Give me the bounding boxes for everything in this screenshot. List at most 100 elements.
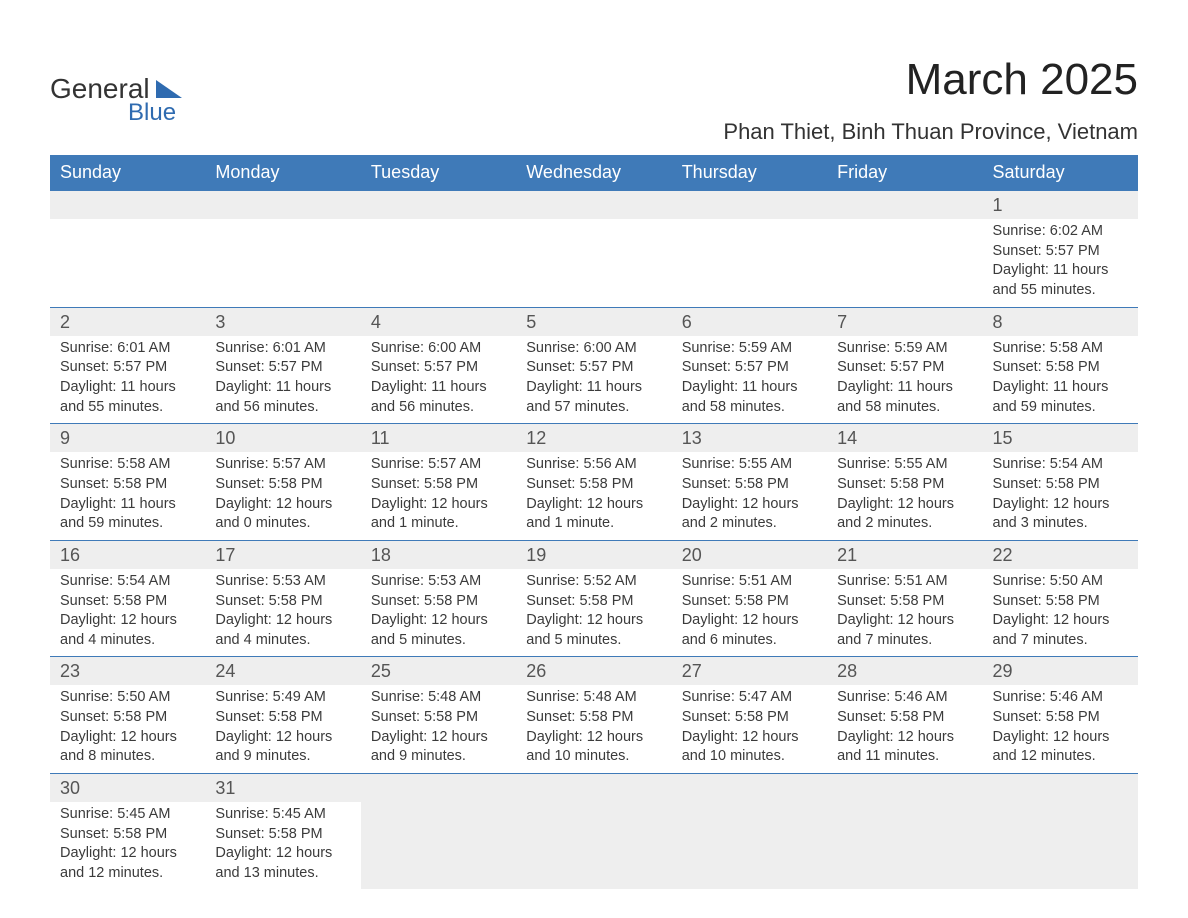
day-number: 28 xyxy=(827,657,982,686)
empty-day xyxy=(827,773,982,802)
sunset-text: Sunset: 5:57 PM xyxy=(993,242,1128,262)
sunset-text: Sunset: 5:57 PM xyxy=(215,358,350,378)
day-detail: Sunrise: 5:51 AMSunset: 5:58 PMDaylight:… xyxy=(827,569,982,657)
daylight-text: Daylight: 11 hours and 55 minutes. xyxy=(993,261,1128,300)
weekday-header: Wednesday xyxy=(516,155,671,191)
daylight-text: Daylight: 12 hours and 4 minutes. xyxy=(215,611,350,650)
sunset-text: Sunset: 5:58 PM xyxy=(371,475,506,495)
empty-day xyxy=(827,219,982,307)
location: Phan Thiet, Binh Thuan Province, Vietnam xyxy=(723,119,1138,145)
sunset-text: Sunset: 5:58 PM xyxy=(682,708,817,728)
sunrise-text: Sunrise: 5:46 AM xyxy=(993,688,1128,708)
sunrise-text: Sunrise: 5:46 AM xyxy=(837,688,972,708)
sunset-text: Sunset: 5:57 PM xyxy=(371,358,506,378)
day-number: 30 xyxy=(50,773,205,802)
sunset-text: Sunset: 5:57 PM xyxy=(682,358,817,378)
day-number: 15 xyxy=(983,424,1138,453)
daylight-text: Daylight: 11 hours and 55 minutes. xyxy=(60,378,195,417)
sunset-text: Sunset: 5:58 PM xyxy=(526,592,661,612)
sunset-text: Sunset: 5:58 PM xyxy=(60,825,195,845)
logo: General Blue xyxy=(50,55,182,127)
sunset-text: Sunset: 5:58 PM xyxy=(215,592,350,612)
daylight-text: Daylight: 11 hours and 57 minutes. xyxy=(526,378,661,417)
day-number: 29 xyxy=(983,657,1138,686)
day-detail: Sunrise: 5:55 AMSunset: 5:58 PMDaylight:… xyxy=(827,452,982,540)
daylight-text: Daylight: 12 hours and 5 minutes. xyxy=(371,611,506,650)
empty-day xyxy=(50,219,205,307)
day-detail: Sunrise: 5:50 AMSunset: 5:58 PMDaylight:… xyxy=(50,685,205,773)
detail-row: Sunrise: 6:01 AMSunset: 5:57 PMDaylight:… xyxy=(50,336,1138,424)
empty-day xyxy=(672,802,827,889)
day-number: 20 xyxy=(672,540,827,569)
sunset-text: Sunset: 5:58 PM xyxy=(215,708,350,728)
sunrise-text: Sunrise: 5:53 AM xyxy=(215,572,350,592)
day-detail: Sunrise: 5:53 AMSunset: 5:58 PMDaylight:… xyxy=(361,569,516,657)
sunset-text: Sunset: 5:57 PM xyxy=(60,358,195,378)
empty-day xyxy=(983,773,1138,802)
sunset-text: Sunset: 5:58 PM xyxy=(837,475,972,495)
day-number: 23 xyxy=(50,657,205,686)
day-number: 16 xyxy=(50,540,205,569)
sunrise-text: Sunrise: 5:52 AM xyxy=(526,572,661,592)
day-detail: Sunrise: 5:45 AMSunset: 5:58 PMDaylight:… xyxy=(50,802,205,889)
daylight-text: Daylight: 11 hours and 59 minutes. xyxy=(993,378,1128,417)
sunset-text: Sunset: 5:58 PM xyxy=(993,475,1128,495)
logo-triangle-icon xyxy=(156,80,182,98)
sunset-text: Sunset: 5:58 PM xyxy=(60,475,195,495)
weekday-header: Thursday xyxy=(672,155,827,191)
day-number: 24 xyxy=(205,657,360,686)
daylight-text: Daylight: 12 hours and 5 minutes. xyxy=(526,611,661,650)
sunrise-text: Sunrise: 5:58 AM xyxy=(60,455,195,475)
day-detail: Sunrise: 5:55 AMSunset: 5:58 PMDaylight:… xyxy=(672,452,827,540)
daylight-text: Daylight: 12 hours and 0 minutes. xyxy=(215,495,350,534)
daylight-text: Daylight: 12 hours and 1 minute. xyxy=(526,495,661,534)
empty-day xyxy=(983,802,1138,889)
empty-day xyxy=(50,191,205,220)
sunrise-text: Sunrise: 5:59 AM xyxy=(682,339,817,359)
detail-row: Sunrise: 5:54 AMSunset: 5:58 PMDaylight:… xyxy=(50,569,1138,657)
day-number: 19 xyxy=(516,540,671,569)
empty-day xyxy=(361,802,516,889)
day-number: 25 xyxy=(361,657,516,686)
header: General Blue March 2025 Phan Thiet, Binh… xyxy=(50,55,1138,145)
sunset-text: Sunset: 5:57 PM xyxy=(526,358,661,378)
day-number: 4 xyxy=(361,307,516,336)
sunset-text: Sunset: 5:58 PM xyxy=(837,708,972,728)
sunrise-text: Sunrise: 5:55 AM xyxy=(682,455,817,475)
day-number: 22 xyxy=(983,540,1138,569)
daylight-text: Daylight: 12 hours and 10 minutes. xyxy=(682,728,817,767)
daylight-text: Daylight: 12 hours and 7 minutes. xyxy=(837,611,972,650)
day-number: 2 xyxy=(50,307,205,336)
daylight-text: Daylight: 12 hours and 6 minutes. xyxy=(682,611,817,650)
daylight-text: Daylight: 11 hours and 59 minutes. xyxy=(60,495,195,534)
day-detail: Sunrise: 5:52 AMSunset: 5:58 PMDaylight:… xyxy=(516,569,671,657)
day-number: 5 xyxy=(516,307,671,336)
sunrise-text: Sunrise: 5:54 AM xyxy=(993,455,1128,475)
sunrise-text: Sunrise: 5:57 AM xyxy=(371,455,506,475)
day-number: 10 xyxy=(205,424,360,453)
day-detail: Sunrise: 5:57 AMSunset: 5:58 PMDaylight:… xyxy=(205,452,360,540)
daylight-text: Daylight: 12 hours and 12 minutes. xyxy=(993,728,1128,767)
day-number: 9 xyxy=(50,424,205,453)
day-detail: Sunrise: 5:46 AMSunset: 5:58 PMDaylight:… xyxy=(827,685,982,773)
day-number: 13 xyxy=(672,424,827,453)
sunrise-text: Sunrise: 6:00 AM xyxy=(371,339,506,359)
day-detail: Sunrise: 5:45 AMSunset: 5:58 PMDaylight:… xyxy=(205,802,360,889)
day-detail: Sunrise: 5:53 AMSunset: 5:58 PMDaylight:… xyxy=(205,569,360,657)
daylight-text: Daylight: 12 hours and 2 minutes. xyxy=(837,495,972,534)
detail-row: Sunrise: 6:02 AMSunset: 5:57 PMDaylight:… xyxy=(50,219,1138,307)
day-detail: Sunrise: 6:02 AMSunset: 5:57 PMDaylight:… xyxy=(983,219,1138,307)
sunset-text: Sunset: 5:58 PM xyxy=(215,825,350,845)
day-detail: Sunrise: 5:48 AMSunset: 5:58 PMDaylight:… xyxy=(516,685,671,773)
daylight-text: Daylight: 12 hours and 10 minutes. xyxy=(526,728,661,767)
sunrise-text: Sunrise: 5:58 AM xyxy=(993,339,1128,359)
day-detail: Sunrise: 6:00 AMSunset: 5:57 PMDaylight:… xyxy=(361,336,516,424)
sunrise-text: Sunrise: 5:51 AM xyxy=(682,572,817,592)
logo-word-2: Blue xyxy=(128,99,176,127)
empty-day xyxy=(672,191,827,220)
daylight-text: Daylight: 11 hours and 58 minutes. xyxy=(837,378,972,417)
sunset-text: Sunset: 5:58 PM xyxy=(993,592,1128,612)
day-detail: Sunrise: 5:49 AMSunset: 5:58 PMDaylight:… xyxy=(205,685,360,773)
month-title: March 2025 xyxy=(723,55,1138,105)
sunrise-text: Sunrise: 6:01 AM xyxy=(60,339,195,359)
